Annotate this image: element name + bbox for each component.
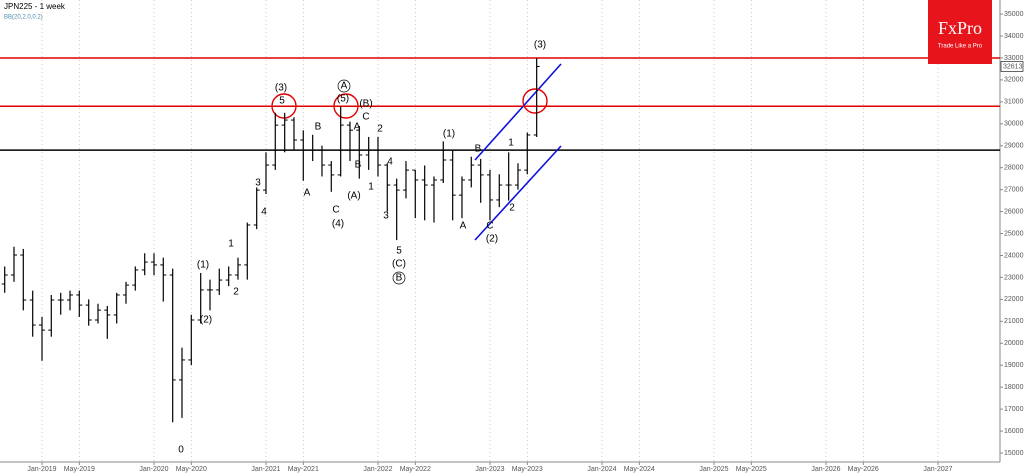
x-tick-label: Jan-2023 (475, 466, 504, 473)
chart-title: JPN225 - 1 week (4, 2, 66, 11)
wave-label: 4 (261, 207, 267, 218)
y-tick-label: 16000 (1004, 428, 1024, 435)
wave-label: A (304, 188, 311, 199)
wave-label: C (486, 221, 493, 232)
highlight-circle (271, 93, 297, 119)
wave-label: (2) (486, 234, 498, 245)
y-tick-label: 26000 (1004, 208, 1024, 215)
logo-box (928, 0, 992, 64)
highlight-circle (522, 88, 548, 114)
y-tick-label: 32000 (1004, 77, 1024, 84)
y-tick-label: 27000 (1004, 186, 1024, 193)
channel-line (474, 145, 562, 241)
wave-label: 5 (279, 96, 285, 107)
y-tick-label: 33000 (1004, 55, 1024, 62)
x-tick-label: May-2022 (400, 466, 431, 473)
x-tick-label: Jan-2024 (587, 466, 616, 473)
wave-label: B (355, 160, 362, 171)
wave-label: 3 (383, 211, 389, 222)
y-tick-label: 19000 (1004, 362, 1024, 369)
x-tick-label: May-2026 (848, 466, 879, 473)
wave-label: (B) (359, 99, 372, 110)
x-tick-label: Jan-2026 (811, 466, 840, 473)
y-tick-label: 21000 (1004, 318, 1024, 325)
wave-label: 0 (178, 445, 184, 456)
x-tick-label: Jan-2027 (923, 466, 952, 473)
channel-line (474, 63, 562, 161)
y-tick-label: 17000 (1004, 406, 1024, 413)
indicator-label: BB(20,2.0,0.2) (4, 15, 43, 21)
wave-label: (3) (534, 40, 546, 51)
wave-label: 2 (377, 124, 383, 135)
x-tick-label: May-2023 (512, 466, 543, 473)
x-tick-label: Jan-2025 (699, 466, 728, 473)
y-tick-label: 31000 (1004, 99, 1024, 106)
wave-label: 2 (509, 203, 515, 214)
wave-label: B (475, 144, 482, 155)
y-tick-label: 23000 (1004, 274, 1024, 281)
wave-label: 3 (255, 178, 261, 189)
wave-label: B (396, 273, 403, 284)
wave-label: (1) (443, 129, 455, 140)
y-tick-label: 34000 (1004, 33, 1024, 40)
logo-brand: FxPro (938, 18, 982, 38)
wave-label: 1 (368, 182, 374, 193)
x-tick-label: Jan-2022 (363, 466, 392, 473)
price-box (1000, 61, 1024, 72)
y-tick-label: 22000 (1004, 296, 1024, 303)
wave-label: A (460, 221, 467, 232)
wave-label: (5) (337, 94, 349, 105)
y-tick-label: 28000 (1004, 165, 1024, 172)
wave-circle (337, 79, 351, 93)
x-tick-label: Jan-2019 (27, 466, 56, 473)
wave-label: 2 (233, 287, 239, 298)
wave-label: A (354, 122, 361, 133)
x-tick-label: May-2019 (64, 466, 95, 473)
wave-label: (1) (197, 260, 209, 271)
highlight-circle (333, 93, 359, 119)
y-tick-label: 35000 (1004, 11, 1024, 18)
y-tick-label: 15000 (1004, 450, 1024, 457)
wave-label: (2) (200, 315, 212, 326)
y-tick-label: 24000 (1004, 252, 1024, 259)
x-tick-label: May-2025 (736, 466, 767, 473)
wave-label: C (332, 205, 339, 216)
wave-label: C (362, 112, 369, 123)
y-tick-label: 29000 (1004, 143, 1024, 150)
wave-label: (3) (275, 83, 287, 94)
x-tick-label: May-2024 (624, 466, 655, 473)
y-tick-label: 20000 (1004, 340, 1024, 347)
plot-area (0, 0, 1000, 462)
wave-label: 4 (387, 157, 393, 168)
wave-circle (392, 271, 406, 285)
x-tick-label: Jan-2021 (251, 466, 280, 473)
wave-label: 5 (396, 246, 402, 257)
wave-label: (C) (392, 259, 406, 270)
wave-label: A (341, 81, 348, 92)
y-tick-label: 18000 (1004, 384, 1024, 391)
x-tick-label: Jan-2020 (139, 466, 168, 473)
price-label: 32613 (1003, 63, 1023, 70)
x-tick-label: May-2021 (288, 466, 319, 473)
y-tick-label: 30000 (1004, 121, 1024, 128)
wave-label: (4) (332, 219, 344, 230)
y-tick-label: 25000 (1004, 230, 1024, 237)
wave-label: 1 (228, 239, 234, 250)
logo-tagline: Trade Like a Pro (938, 44, 983, 50)
wave-label: B (315, 122, 322, 133)
x-tick-label: May-2020 (176, 466, 207, 473)
wave-label: 1 (508, 138, 514, 149)
wave-label: (A) (347, 191, 360, 202)
